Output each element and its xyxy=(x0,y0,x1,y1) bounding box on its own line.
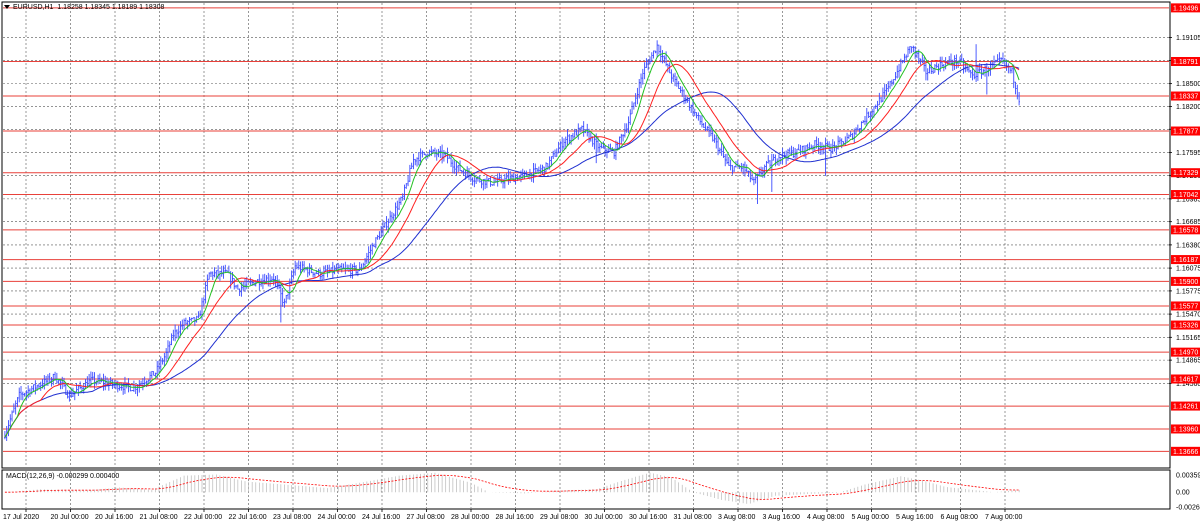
price-tick-label: 1.19105 xyxy=(1176,35,1200,42)
time-tick-label: 31 Jul 08:00 xyxy=(674,514,712,521)
level-tag xyxy=(1171,320,1200,330)
level-tag-label: 1.18337 xyxy=(1173,94,1198,101)
time-tick-label: 5 Aug 00:00 xyxy=(852,514,889,521)
time-tick-label: 3 Aug 16:00 xyxy=(763,514,800,521)
grid-lines xyxy=(3,3,1169,508)
macd-tick-label: -0.00267 xyxy=(1176,505,1200,512)
level-tag-label: 1.15326 xyxy=(1173,323,1198,330)
level-tag xyxy=(1171,56,1200,66)
level-tag-label: 1.13960 xyxy=(1173,426,1198,433)
level-tag-label: 1.19496 xyxy=(1173,5,1198,12)
macd-tick-label: 0.00359 xyxy=(1176,473,1200,480)
time-tick-label: 3 Aug 08:00 xyxy=(718,514,755,521)
level-tag xyxy=(1171,347,1200,357)
horizontal-levels[interactable] xyxy=(3,7,1169,452)
level-tag xyxy=(1171,276,1200,286)
time-tick-label: 27 Jul 08:00 xyxy=(407,514,445,521)
level-tag xyxy=(1171,3,1200,13)
price-tick-label: 1.17595 xyxy=(1176,150,1200,157)
price-tick-label: 1.18500 xyxy=(1176,81,1200,88)
price-tick-label: 1.14560 xyxy=(1176,381,1200,388)
macd-tick-label: 0.00 xyxy=(1176,490,1190,497)
macd-histogram xyxy=(8,472,1020,504)
macd-header: MACD(12,26,9) -0.000299 0.000400 xyxy=(6,472,119,481)
price-tick-label: 1.18200 xyxy=(1176,104,1200,111)
price-tick-label: 1.15470 xyxy=(1176,312,1200,319)
level-tag-label: 1.16187 xyxy=(1173,257,1198,264)
moving-average-slow xyxy=(4,63,1020,438)
level-tag xyxy=(1171,424,1200,434)
time-tick-label: 24 Jul 00:00 xyxy=(318,514,356,521)
macd-signal-line xyxy=(4,474,1020,500)
level-tag xyxy=(1171,401,1200,411)
price-panel[interactable] xyxy=(1,1,1171,469)
time-tick-label: 28 Jul 16:00 xyxy=(496,514,534,521)
level-tag xyxy=(1171,168,1200,178)
time-axis: 17 Jul 2020 20 Jul 00:00 20 Jul 16:00 21 Ju… xyxy=(3,509,1022,521)
price-tick-label: 1.14865 xyxy=(1176,358,1200,365)
time-tick-label: 7 Aug 00:00 xyxy=(985,514,1022,521)
level-tag xyxy=(1171,301,1200,311)
level-tag-label: 1.14970 xyxy=(1173,350,1198,357)
symbol-label: EURUSD,H1 xyxy=(13,4,54,11)
level-tag-label: 1.16578 xyxy=(1173,227,1198,234)
level-tag-label: 1.14617 xyxy=(1173,376,1198,383)
ohlc-values: 1.18258 1.18345 1.18189 1.18308 xyxy=(57,4,165,11)
time-tick-label: 22 Jul 00:00 xyxy=(184,514,222,521)
macd-axis: 0.00359 0.00 -0.00267 xyxy=(1176,473,1200,512)
symbol-header[interactable]: EURUSD,H1 1.18258 1.18345 1.18189 1.1830… xyxy=(4,3,164,12)
time-tick-label: 17 Jul 2020 xyxy=(3,514,39,521)
time-tick-label: 4 Aug 08:00 xyxy=(807,514,844,521)
level-tag-label: 1.13666 xyxy=(1173,449,1198,456)
macd-label: MACD(12,26,9) -0.000299 0.000400 xyxy=(6,473,120,480)
price-candles xyxy=(3,40,1021,441)
level-tag-label: 1.17042 xyxy=(1173,192,1198,199)
macd-panel[interactable] xyxy=(1,469,1171,510)
price-axis: 1.191051.188051.185001.182001.179001.175… xyxy=(1169,35,1200,388)
time-tick-label: 23 Jul 08:00 xyxy=(273,514,311,521)
time-tick-label: 30 Jul 00:00 xyxy=(585,514,623,521)
level-tag-label: 1.18791 xyxy=(1173,59,1198,66)
moving-average-mid xyxy=(4,59,1020,438)
level-tag-label: 1.17877 xyxy=(1173,129,1198,136)
level-tag-label: 1.15900 xyxy=(1173,279,1198,286)
price-tick-label: 1.16075 xyxy=(1176,266,1200,273)
level-price-tags: 1.19496 1.18791 1.18337 1.17877 1.17329 1.170… xyxy=(1171,3,1200,456)
price-tick-label: 1.16380 xyxy=(1176,242,1200,249)
level-tag-label: 1.15577 xyxy=(1173,303,1198,310)
level-tag xyxy=(1171,255,1200,265)
time-tick-label: 30 Jul 16:00 xyxy=(629,514,667,521)
time-tick-label: 5 Aug 16:00 xyxy=(896,514,933,521)
level-tag xyxy=(1171,446,1200,456)
time-tick-label: 21 Jul 08:00 xyxy=(140,514,178,521)
time-tick-label: 20 Jul 00:00 xyxy=(51,514,89,521)
time-tick-label: 28 Jul 00:00 xyxy=(451,514,489,521)
level-tag xyxy=(1171,91,1200,101)
time-tick-label: 22 Jul 16:00 xyxy=(229,514,267,521)
level-tag xyxy=(1171,374,1200,384)
dropdown-triangle-icon[interactable] xyxy=(4,5,10,10)
price-tick-label: 1.15775 xyxy=(1176,288,1200,295)
level-tag xyxy=(1171,225,1200,235)
level-tag xyxy=(1171,126,1200,136)
level-tag-label: 1.14261 xyxy=(1173,404,1198,411)
time-tick-label: 6 Aug 08:00 xyxy=(941,514,978,521)
level-tag-label: 1.17329 xyxy=(1173,170,1198,177)
price-tick-label: 1.16985 xyxy=(1176,196,1200,203)
level-tag xyxy=(1171,190,1200,200)
price-tick-label: 1.16685 xyxy=(1176,219,1200,226)
time-tick-label: 24 Jul 16:00 xyxy=(362,514,400,521)
moving-average-fast xyxy=(4,50,1020,438)
time-tick-label: 20 Jul 16:00 xyxy=(95,514,133,521)
time-tick-label: 29 Jul 08:00 xyxy=(540,514,578,521)
price-tick-label: 1.15165 xyxy=(1176,335,1200,342)
